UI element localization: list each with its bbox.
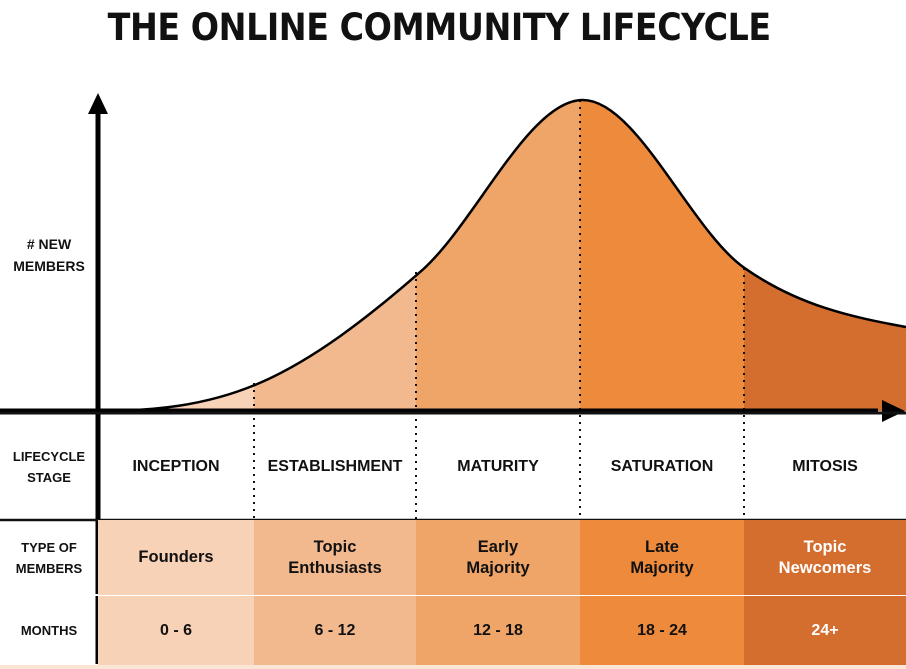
row-label-stage-line-1: LIFECYCLE xyxy=(12,448,86,464)
row-label-stage-line-2: STAGE xyxy=(27,469,71,485)
area-band-mitosis xyxy=(744,100,906,411)
x-axis-arrow-icon xyxy=(882,400,905,422)
y-axis-label: # NEW MEMBERS xyxy=(0,233,98,277)
y-axis-arrow-icon xyxy=(88,93,108,114)
row-label-members: TYPE OF MEMBERS xyxy=(0,520,98,595)
area-band-inception xyxy=(98,100,254,411)
months-row: MONTHS 0 - 6 6 - 12 12 - 18 18 - 24 24+ xyxy=(0,596,906,665)
months-cell-establishment: 6 - 12 xyxy=(254,596,416,665)
months-cell-inception: 0 - 6 xyxy=(98,596,254,665)
members-cell-maturity: Early Majority xyxy=(416,520,580,595)
stage-row: LIFECYCLE STAGE INCEPTION ESTABLISHMENT … xyxy=(0,413,906,520)
members-saturation-line-1: Late xyxy=(645,537,679,556)
y-axis-label-line-1: # NEW xyxy=(26,236,72,252)
curve-line xyxy=(97,98,906,413)
row-label-months: MONTHS xyxy=(20,623,78,638)
members-mitosis-line-2: Newcomers xyxy=(778,558,872,577)
area-band-maturity xyxy=(416,100,580,411)
stage-cell-establishment: ESTABLISHMENT xyxy=(267,457,403,475)
page-title: THE ONLINE COMMUNITY LIFECYCLE xyxy=(107,6,771,49)
curve-area xyxy=(98,100,906,411)
area-band-establishment xyxy=(254,100,416,411)
members-cell-mitosis: Topic Newcomers xyxy=(744,520,906,595)
stage-cell-maturity: MATURITY xyxy=(457,457,539,475)
members-maturity-line-1: Early xyxy=(477,537,519,556)
row-label-members-line-1: TYPE OF xyxy=(21,539,77,555)
members-maturity-line-2: Majority xyxy=(466,558,530,577)
months-cell-maturity: 12 - 18 xyxy=(416,596,580,665)
y-axis-label-line-2: MEMBERS xyxy=(13,258,85,274)
members-establishment-line-1: Topic xyxy=(313,537,357,556)
members-cell-establishment: Topic Enthusiasts xyxy=(254,520,416,595)
members-row: TYPE OF MEMBERS Founders Topic Enthusias… xyxy=(0,520,906,595)
months-cell-saturation: 18 - 24 xyxy=(580,596,744,665)
row-label-stage: LIFECYCLE STAGE xyxy=(0,413,98,520)
members-saturation-line-2: Majority xyxy=(630,558,694,577)
row-label-members-line-2: MEMBERS xyxy=(15,560,83,576)
area-band-saturation xyxy=(580,100,744,411)
members-mitosis-line-1: Topic xyxy=(803,537,847,556)
table-bottom-strip xyxy=(0,665,906,669)
members-cell-inception: Founders xyxy=(98,520,254,595)
members-cell-saturation: Late Majority xyxy=(580,520,744,595)
members-inception-line-1: Founders xyxy=(138,548,214,566)
months-cell-mitosis: 24+ xyxy=(744,596,906,665)
members-establishment-line-2: Enthusiasts xyxy=(288,558,382,577)
stage-cell-saturation: SATURATION xyxy=(610,457,714,475)
lifecycle-table: LIFECYCLE STAGE INCEPTION ESTABLISHMENT … xyxy=(0,413,906,669)
stage-cell-mitosis: MITOSIS xyxy=(792,457,858,475)
stage-cell-inception: INCEPTION xyxy=(132,457,220,475)
